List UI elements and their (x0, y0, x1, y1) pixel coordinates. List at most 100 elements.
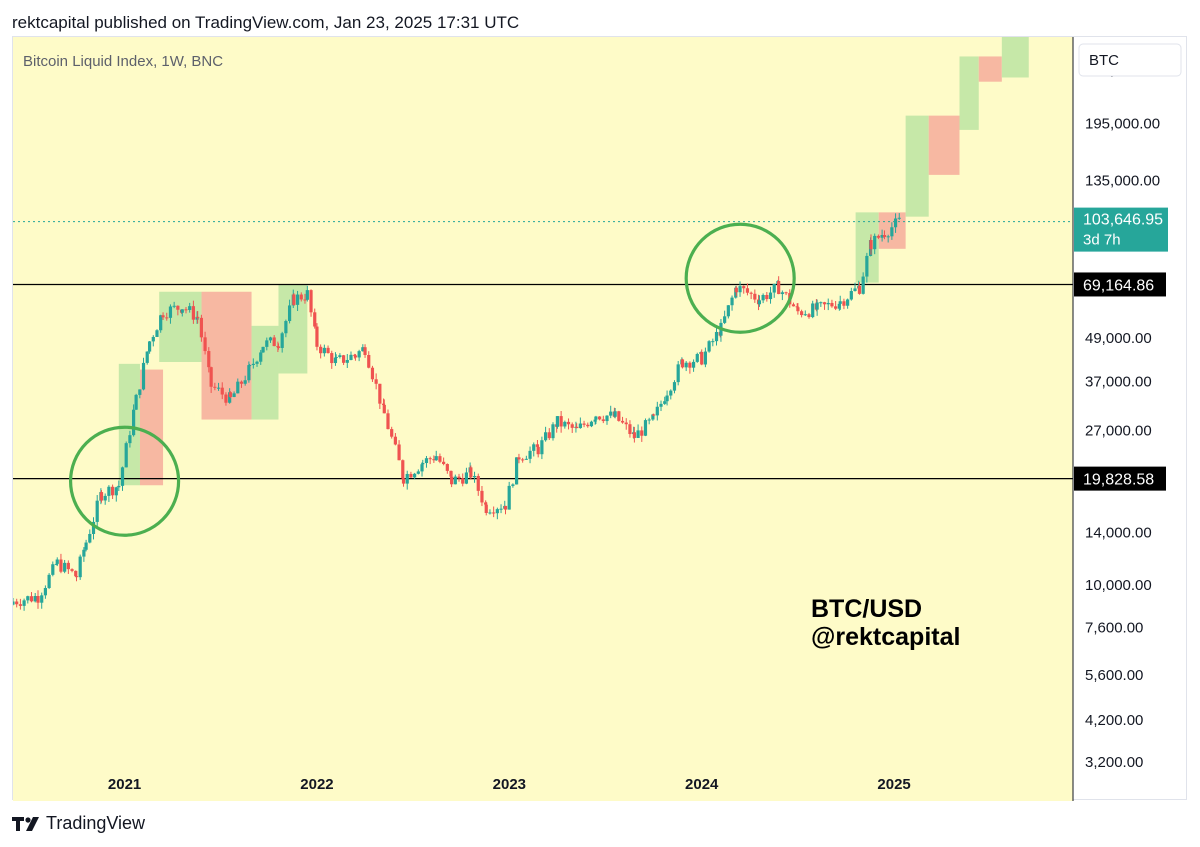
candle-body (147, 341, 152, 352)
candle-body (647, 419, 651, 421)
candle-body (145, 351, 149, 363)
candle-body (117, 485, 121, 488)
candle-body (88, 533, 92, 543)
candle-body (632, 432, 636, 438)
candle-body (893, 218, 898, 228)
candle-body (70, 569, 74, 571)
candle-body (749, 292, 753, 294)
candle-body (464, 472, 469, 484)
candle-body (26, 596, 30, 601)
candle-body (248, 365, 252, 367)
projection-box-green (959, 56, 979, 130)
candle-body (255, 361, 259, 364)
candle-body (838, 301, 842, 304)
candle-body (378, 383, 382, 404)
candle-body (707, 341, 711, 352)
candle-body (688, 362, 692, 368)
candle-body (765, 294, 769, 300)
current-price-badge: 103,646.95 3d 7h (1074, 207, 1168, 252)
candle-body (268, 337, 273, 341)
candle-body (753, 293, 757, 300)
time-tick-label: 2023 (493, 776, 526, 793)
symbol-badge[interactable]: BTC (1078, 43, 1182, 77)
candle-body (184, 309, 188, 311)
candle-body (811, 303, 815, 318)
price-axis[interactable]: 275,000.00195,000.00135,000.0090,000.004… (1085, 62, 1160, 771)
price-tick-label: 10,000.00 (1085, 577, 1152, 594)
price-chart[interactable]: 275,000.00195,000.00135,000.0090,000.004… (11, 37, 1188, 801)
candle-body (624, 422, 628, 425)
price-tick-label: 5,600.00 (1085, 667, 1143, 684)
candle-body (345, 359, 349, 363)
plot-background (13, 37, 1073, 767)
candle-body (168, 306, 173, 318)
candle-body (837, 303, 841, 309)
candle-body (390, 429, 394, 437)
candle-body (74, 570, 78, 577)
candle-body (353, 355, 358, 358)
candle-body (438, 456, 442, 462)
candle-body (476, 475, 480, 491)
candle-body (228, 392, 232, 403)
candle-body (846, 299, 850, 306)
candle-body (609, 411, 613, 416)
candle-body (416, 471, 420, 474)
candle-body (457, 476, 461, 479)
candle-body (555, 416, 560, 427)
candle-body (374, 379, 378, 384)
candle-body (807, 314, 811, 318)
candle-body (873, 235, 877, 250)
candle-body (91, 521, 96, 534)
candle-body (738, 286, 742, 293)
candle-body (36, 596, 40, 603)
candle-body (180, 309, 184, 313)
candle-body (59, 559, 63, 572)
candle-body (195, 316, 199, 320)
projection-box-red (139, 369, 164, 486)
candle-body (370, 367, 375, 380)
publish-header: rektcapital published on TradingView.com… (12, 13, 520, 32)
candle-body (361, 347, 365, 352)
candle-body (319, 346, 323, 354)
candle-body (450, 476, 454, 485)
candle-body (141, 362, 146, 390)
candle-body (672, 382, 677, 391)
candle-body (726, 305, 730, 317)
candle-body (397, 444, 401, 461)
time-axis[interactable]: 2021 2022 2023 2024 2025 (108, 776, 911, 793)
candle-body (830, 302, 834, 307)
candle-body (536, 446, 540, 455)
candle-body (834, 306, 838, 309)
candle-body (382, 404, 386, 414)
watermark-pair: BTC/USD (811, 595, 922, 623)
candle-body (886, 236, 890, 238)
candle-body (652, 414, 656, 416)
candle-body (484, 502, 488, 505)
candle-body (251, 363, 255, 366)
candle-body (680, 359, 685, 368)
symbol-badge-label: BTC (1089, 52, 1119, 69)
candle-body (292, 294, 296, 305)
level-label: 19,828.58 (1083, 472, 1154, 489)
tradingview-brand[interactable]: TradingView (46, 813, 146, 833)
candle-body (799, 311, 804, 316)
candle-body (730, 297, 734, 306)
candle-body (428, 458, 432, 460)
candle-body (849, 291, 853, 300)
candle-body (492, 512, 496, 514)
candle-body (869, 240, 873, 250)
time-tick-label: 2025 (877, 776, 910, 793)
candle-body (880, 235, 884, 238)
candle-body (191, 306, 195, 320)
candle-body (453, 476, 457, 485)
candle-body (29, 596, 34, 602)
candle-body (521, 459, 525, 461)
candle-body (472, 475, 477, 478)
candle-body (695, 354, 699, 362)
time-tick-label: 2022 (300, 776, 333, 793)
candle-body (299, 294, 303, 300)
level-label-background (1074, 466, 1166, 491)
time-tick-label: 2024 (685, 776, 719, 793)
candle-body (714, 331, 719, 342)
candle-body (114, 487, 118, 496)
